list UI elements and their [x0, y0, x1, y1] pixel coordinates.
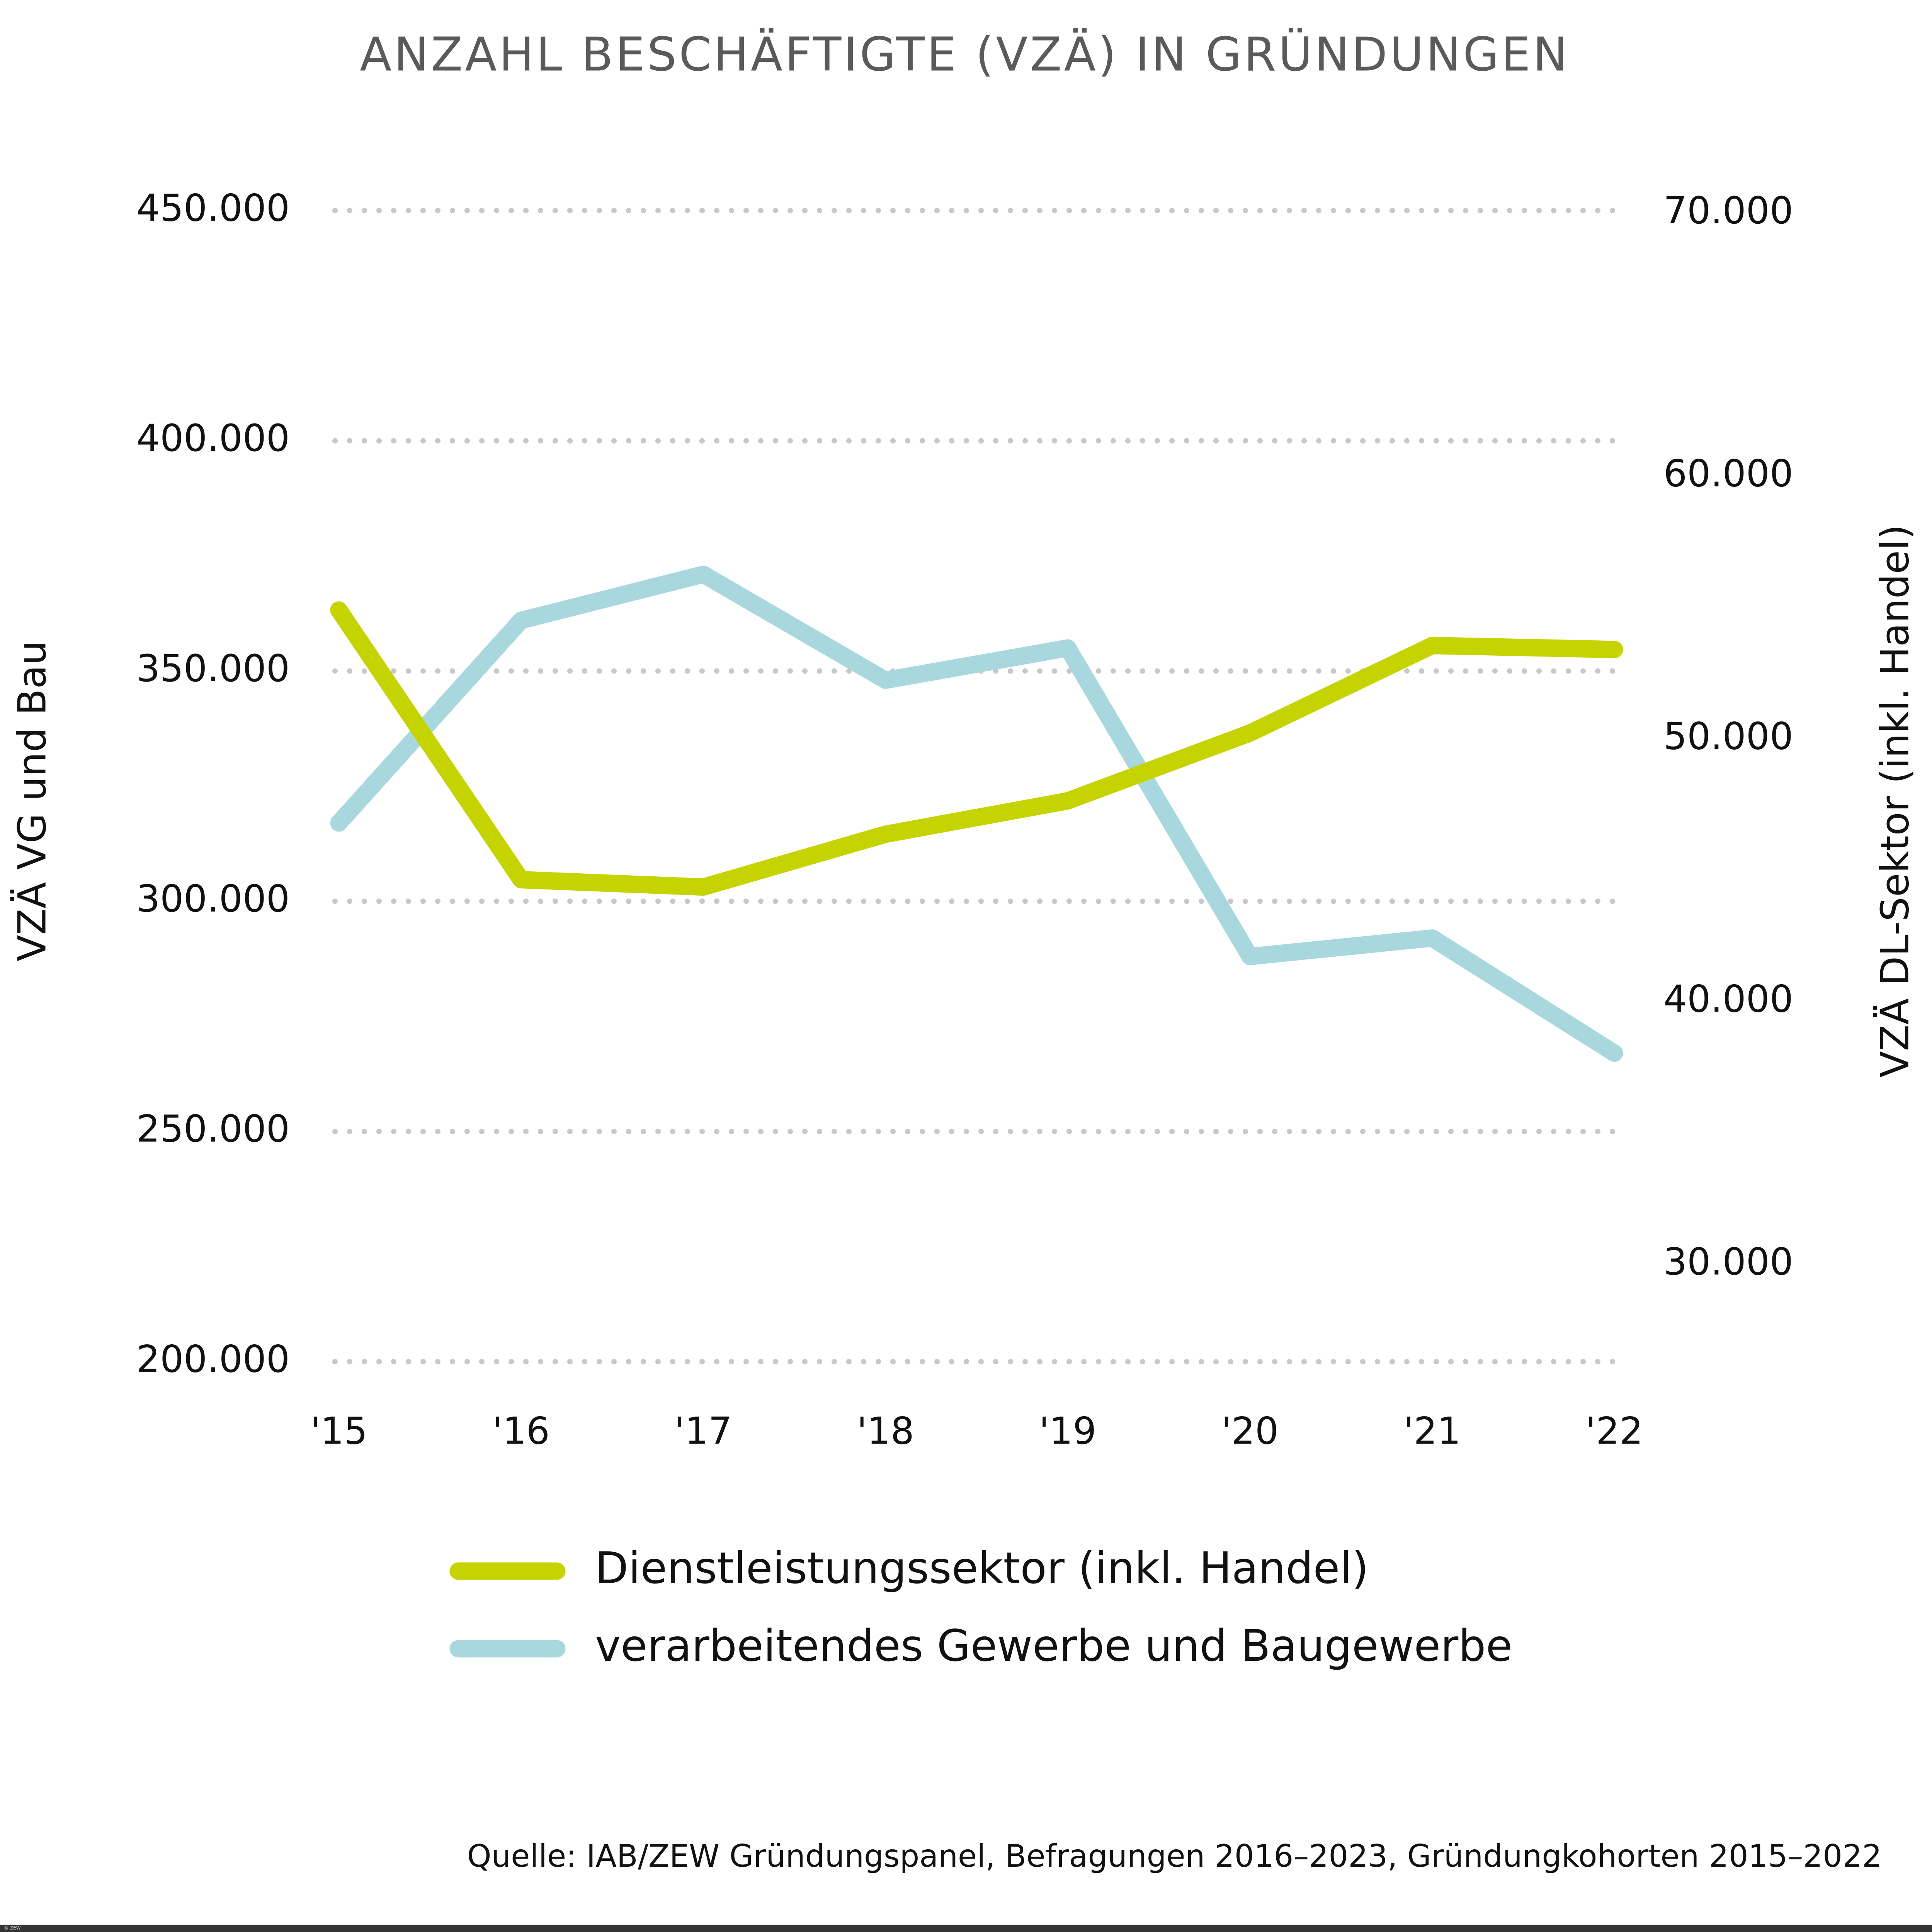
x-tick-label: '17	[675, 1409, 732, 1452]
y2-axis-title: VZÄ DL-Sektor (inkl. Handel)	[1872, 524, 1917, 1077]
y-tick-label: 300.000	[136, 877, 290, 920]
y-tick-label: 200.000	[136, 1337, 290, 1381]
footer-bar	[0, 1925, 1932, 1932]
legend-label: Dienstleistungssektor (inkl. Handel)	[595, 1543, 1369, 1594]
y2-tick-label: 40.000	[1663, 978, 1793, 1021]
x-tick-label: '21	[1403, 1409, 1461, 1452]
x-tick-label: '19	[1039, 1409, 1097, 1452]
y2-tick-label: 50.000	[1663, 714, 1793, 758]
y2-tick-label: 70.000	[1663, 189, 1793, 232]
y-tick-label: 400.000	[136, 417, 290, 460]
y-tick-label: 350.000	[136, 647, 290, 690]
x-tick-label: '15	[310, 1409, 368, 1452]
x-tick-label: '18	[857, 1409, 914, 1452]
chart-title: ANZAHL BESCHÄFTIGTE (VZÄ) IN GRÜNDUNGEN	[360, 28, 1570, 82]
source-note: Quelle: IAB/ZEW Gründungspanel, Befragun…	[467, 1838, 1882, 1874]
series-line	[330, 601, 1623, 896]
y-tick-label: 250.000	[136, 1107, 290, 1151]
x-tick-label: '16	[492, 1409, 550, 1452]
legend-label: verarbeitendes Gewerbe und Baugewerbe	[595, 1621, 1512, 1671]
series-line	[330, 565, 1623, 1062]
x-tick-label: '22	[1586, 1409, 1643, 1452]
x-tick-label: '20	[1221, 1409, 1279, 1452]
y-tick-label: 450.000	[136, 186, 290, 230]
y2-tick-label: 30.000	[1663, 1240, 1793, 1284]
y-axis-title: VZÄ VG und Bau	[9, 641, 54, 961]
y2-tick-label: 60.000	[1663, 452, 1793, 495]
copyright: © ZEW	[4, 1925, 21, 1931]
